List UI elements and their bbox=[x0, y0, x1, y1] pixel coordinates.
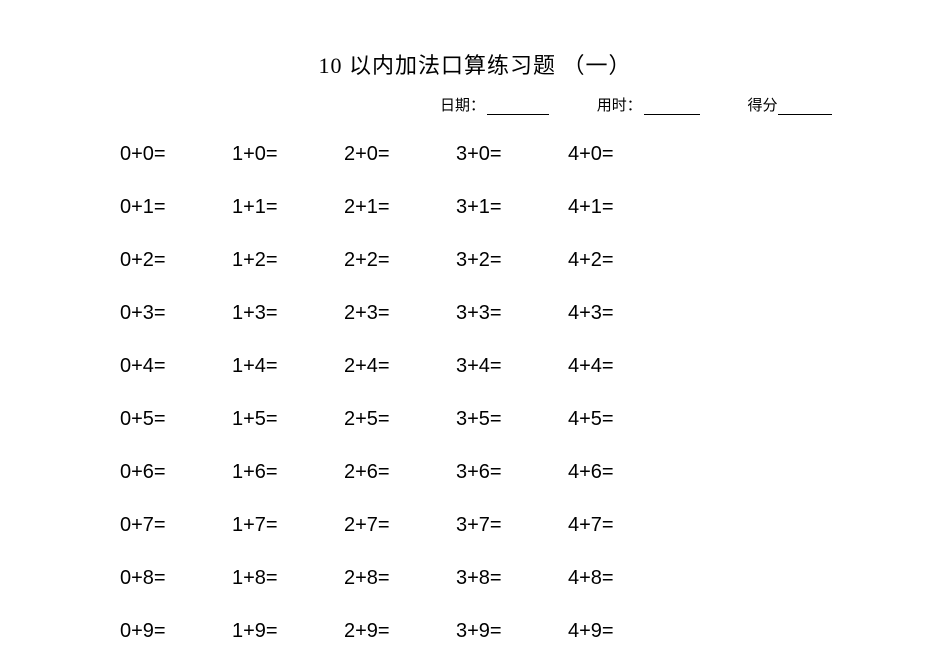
problems-grid: 0+0= 1+0= 2+0= 3+0= 4+0= 0+1= 1+1= 2+1= … bbox=[0, 143, 950, 643]
problem-cell: 4+7= bbox=[568, 514, 680, 537]
problem-cell: 0+0= bbox=[120, 143, 232, 166]
problem-cell: 3+6= bbox=[456, 461, 568, 484]
problem-row: 0+1= 1+1= 2+1= 3+1= 4+1= bbox=[120, 196, 950, 219]
problem-row: 0+0= 1+0= 2+0= 3+0= 4+0= bbox=[120, 143, 950, 166]
problem-cell: 4+3= bbox=[568, 302, 680, 325]
problem-row: 0+9= 1+9= 2+9= 3+9= 4+9= bbox=[120, 620, 950, 643]
problem-row: 0+5= 1+5= 2+5= 3+5= 4+5= bbox=[120, 408, 950, 431]
problem-cell: 3+5= bbox=[456, 408, 568, 431]
problem-cell: 2+1= bbox=[344, 196, 456, 219]
problem-cell: 4+6= bbox=[568, 461, 680, 484]
problem-cell: 1+0= bbox=[232, 143, 344, 166]
problem-cell: 0+1= bbox=[120, 196, 232, 219]
problem-cell: 1+5= bbox=[232, 408, 344, 431]
problem-cell: 2+6= bbox=[344, 461, 456, 484]
problem-cell: 4+2= bbox=[568, 249, 680, 272]
problem-cell: 1+6= bbox=[232, 461, 344, 484]
time-blank bbox=[644, 99, 700, 115]
problem-row: 0+3= 1+3= 2+3= 3+3= 4+3= bbox=[120, 302, 950, 325]
problem-cell: 1+2= bbox=[232, 249, 344, 272]
problem-cell: 2+2= bbox=[344, 249, 456, 272]
problem-cell: 1+9= bbox=[232, 620, 344, 643]
problem-cell: 4+5= bbox=[568, 408, 680, 431]
problem-cell: 3+2= bbox=[456, 249, 568, 272]
problem-cell: 1+1= bbox=[232, 196, 344, 219]
problem-cell: 4+4= bbox=[568, 355, 680, 378]
problem-cell: 4+8= bbox=[568, 567, 680, 590]
score-blank bbox=[778, 99, 832, 115]
problem-row: 0+6= 1+6= 2+6= 3+6= 4+6= bbox=[120, 461, 950, 484]
meta-row: 日期： 用时： 得分 bbox=[0, 94, 950, 115]
problem-cell: 2+0= bbox=[344, 143, 456, 166]
problem-cell: 4+0= bbox=[568, 143, 680, 166]
problem-cell: 0+5= bbox=[120, 408, 232, 431]
problem-cell: 3+0= bbox=[456, 143, 568, 166]
problem-cell: 2+7= bbox=[344, 514, 456, 537]
time-label: 用时： bbox=[597, 94, 642, 115]
problem-cell: 1+7= bbox=[232, 514, 344, 537]
problem-cell: 2+9= bbox=[344, 620, 456, 643]
problem-cell: 1+8= bbox=[232, 567, 344, 590]
problem-row: 0+8= 1+8= 2+8= 3+8= 4+8= bbox=[120, 567, 950, 590]
problem-cell: 3+4= bbox=[456, 355, 568, 378]
problem-cell: 3+8= bbox=[456, 567, 568, 590]
page-title: 10 以内加法口算练习题 （一） bbox=[0, 48, 950, 80]
score-label: 得分 bbox=[748, 94, 778, 115]
problem-row: 0+7= 1+7= 2+7= 3+7= 4+7= bbox=[120, 514, 950, 537]
problem-cell: 0+6= bbox=[120, 461, 232, 484]
problem-cell: 1+4= bbox=[232, 355, 344, 378]
problem-cell: 0+9= bbox=[120, 620, 232, 643]
problem-cell: 1+3= bbox=[232, 302, 344, 325]
problem-cell: 0+2= bbox=[120, 249, 232, 272]
worksheet-page: 10 以内加法口算练习题 （一） 日期： 用时： 得分 0+0= 1+0= 2+… bbox=[0, 0, 950, 643]
problem-cell: 3+3= bbox=[456, 302, 568, 325]
problem-cell: 2+4= bbox=[344, 355, 456, 378]
problem-cell: 3+7= bbox=[456, 514, 568, 537]
problem-cell: 2+8= bbox=[344, 567, 456, 590]
problem-row: 0+2= 1+2= 2+2= 3+2= 4+2= bbox=[120, 249, 950, 272]
problem-row: 0+4= 1+4= 2+4= 3+4= 4+4= bbox=[120, 355, 950, 378]
problem-cell: 2+5= bbox=[344, 408, 456, 431]
date-blank bbox=[487, 99, 549, 115]
problem-cell: 0+8= bbox=[120, 567, 232, 590]
problem-cell: 2+3= bbox=[344, 302, 456, 325]
date-label: 日期： bbox=[440, 94, 485, 115]
problem-cell: 4+1= bbox=[568, 196, 680, 219]
problem-cell: 0+4= bbox=[120, 355, 232, 378]
problem-cell: 0+3= bbox=[120, 302, 232, 325]
problem-cell: 4+9= bbox=[568, 620, 680, 643]
problem-cell: 3+1= bbox=[456, 196, 568, 219]
problem-cell: 0+7= bbox=[120, 514, 232, 537]
problem-cell: 3+9= bbox=[456, 620, 568, 643]
